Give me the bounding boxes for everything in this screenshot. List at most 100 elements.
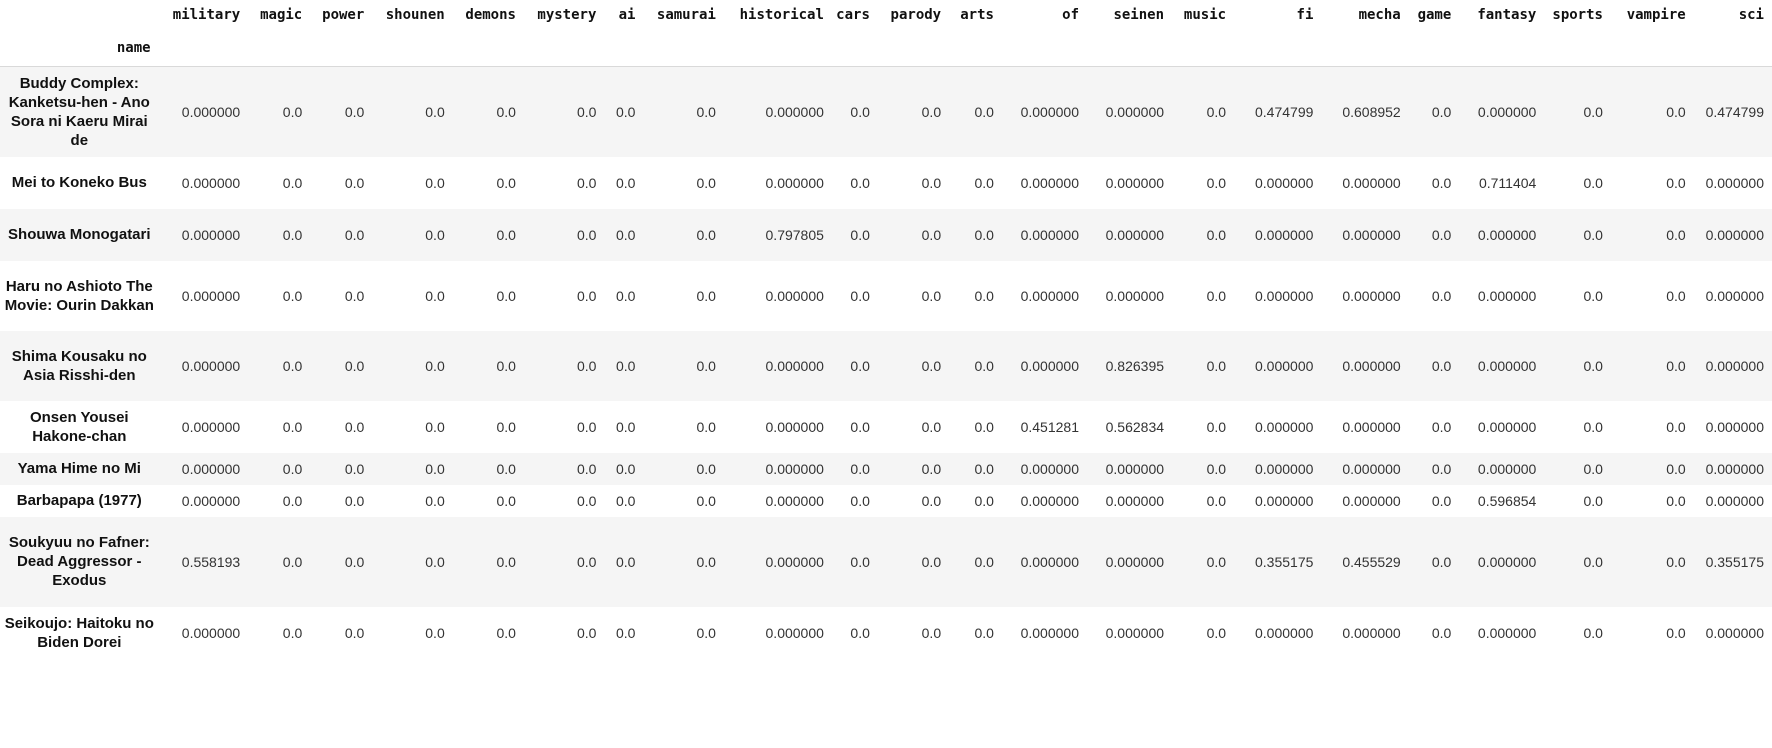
table-row: Mei to Koneko Bus 0.000000 0.0 0.0 0.0 0.0 0.0… (0, 156, 1772, 209)
row-index-name: Soukyuu no Fafner: Dead Aggressor - Exod… (8, 534, 150, 589)
cell-samurai: 0.0 (696, 418, 716, 435)
cell-music: 0.0 (1206, 103, 1227, 120)
header-corner (0, 0, 159, 30)
cell-fantasy: 0.000000 (1477, 418, 1537, 435)
table-row: Buddy Complex: Kanketsu-hen - Ano Sora n… (0, 66, 1772, 157)
index-row-empty-cell (1172, 30, 1235, 67)
cell-fantasy: 0.000000 (1477, 287, 1537, 304)
cell-sports: 0.0 (1583, 624, 1603, 641)
cell-ai: 0.0 (616, 418, 636, 435)
cell-fi: 0.000000 (1255, 624, 1314, 641)
cell-historical: 0.000000 (765, 553, 824, 570)
column-header-power: power (310, 0, 373, 30)
cell-parody: 0.0 (921, 418, 942, 435)
cell-music: 0.0 (1206, 357, 1227, 374)
cell-power: 0.0 (344, 624, 365, 641)
cell-samurai: 0.0 (696, 287, 716, 304)
cell-mystery: 0.0 (576, 287, 597, 304)
cell-of: 0.000000 (1020, 624, 1079, 641)
cell-mecha: 0.000000 (1342, 357, 1401, 374)
column-header-parody: parody (877, 0, 950, 30)
cell-mecha: 0.000000 (1342, 418, 1401, 435)
cell-mystery: 0.0 (576, 624, 597, 641)
cell-game: 0.0 (1431, 357, 1452, 374)
column-header-samurai: samurai (643, 0, 724, 30)
table-row: Barbapapa (1977) 0.000000 0.0 0.0 0.0 0.0 0.0 0… (0, 484, 1772, 517)
cell-demons: 0.0 (496, 174, 516, 191)
cell-seinen: 0.000000 (1105, 287, 1165, 304)
cell-shounen: 0.0 (425, 492, 445, 509)
index-row-empty-cell (643, 30, 724, 67)
cell-fi: 0.000000 (1255, 174, 1314, 191)
cell-of: 0.000000 (1020, 103, 1079, 120)
cell-arts: 0.0 (974, 553, 994, 570)
column-header-of: of (1001, 0, 1087, 30)
cell-cars: 0.0 (850, 174, 870, 191)
cell-game: 0.0 (1431, 174, 1452, 191)
row-index-name: Onsen Yousei Hakone-chan (29, 408, 129, 445)
cell-samurai: 0.0 (696, 103, 716, 120)
cell-demons: 0.0 (496, 357, 516, 374)
cell-of: 0.000000 (1020, 287, 1079, 304)
cell-magic: 0.0 (282, 418, 303, 435)
cell-vampire: 0.0 (1666, 460, 1686, 477)
column-header-vampire: vampire (1610, 0, 1694, 30)
cell-sports: 0.0 (1583, 553, 1603, 570)
cell-sci: 0.000000 (1705, 492, 1764, 509)
table-body: Buddy Complex: Kanketsu-hen - Ano Sora n… (0, 66, 1772, 659)
row-index-name: Haru no Ashioto The Movie: Ourin Dakkan (4, 277, 154, 314)
column-header-mecha: mecha (1321, 0, 1409, 30)
cell-vampire: 0.0 (1666, 624, 1686, 641)
cell-sports: 0.0 (1583, 174, 1603, 191)
cell-arts: 0.0 (974, 226, 994, 243)
cell-historical: 0.000000 (765, 103, 824, 120)
cell-historical: 0.000000 (765, 357, 824, 374)
cell-cars: 0.0 (850, 357, 870, 374)
cell-fi: 0.474799 (1255, 103, 1314, 120)
cell-sci: 0.000000 (1705, 174, 1764, 191)
cell-historical: 0.000000 (765, 492, 824, 509)
cell-sci: 0.000000 (1705, 287, 1764, 304)
cell-shounen: 0.0 (425, 174, 445, 191)
cell-military: 0.000000 (181, 226, 241, 243)
cell-of: 0.000000 (1020, 226, 1079, 243)
cell-cars: 0.0 (850, 287, 870, 304)
index-row-empty-cell (452, 30, 524, 67)
cell-sports: 0.0 (1583, 287, 1603, 304)
cell-mystery: 0.0 (576, 357, 597, 374)
cell-game: 0.0 (1431, 460, 1452, 477)
cell-sports: 0.0 (1583, 460, 1603, 477)
column-header-shounen: shounen (372, 0, 453, 30)
cell-mecha: 0.000000 (1342, 287, 1401, 304)
cell-of: 0.000000 (1020, 492, 1079, 509)
row-index-name: Yama Hime no Mi (17, 460, 141, 477)
cell-military: 0.000000 (181, 287, 241, 304)
cell-shounen: 0.0 (425, 226, 445, 243)
table-row: Soukyuu no Fafner: Dead Aggressor - Exod… (0, 516, 1772, 607)
cell-parody: 0.0 (921, 460, 942, 477)
cell-power: 0.0 (344, 174, 365, 191)
cell-samurai: 0.0 (696, 553, 716, 570)
cell-of: 0.000000 (1020, 553, 1079, 570)
cell-arts: 0.0 (974, 287, 994, 304)
cell-seinen: 0.000000 (1105, 624, 1165, 641)
cell-magic: 0.0 (282, 492, 303, 509)
cell-fi: 0.000000 (1255, 226, 1314, 243)
cell-cars: 0.0 (850, 492, 870, 509)
cell-shounen: 0.0 (425, 553, 445, 570)
index-row-empty-cell (1459, 30, 1545, 67)
cell-magic: 0.0 (282, 357, 303, 374)
cell-ai: 0.0 (616, 460, 636, 477)
row-index-name: Shouwa Monogatari (8, 226, 151, 243)
index-row-empty-cell (1610, 30, 1694, 67)
cell-shounen: 0.0 (425, 624, 445, 641)
column-header-demons: demons (452, 0, 524, 30)
cell-parody: 0.0 (921, 174, 942, 191)
cell-seinen: 0.000000 (1105, 460, 1165, 477)
cell-sports: 0.0 (1583, 492, 1603, 509)
cell-game: 0.0 (1431, 103, 1452, 120)
cell-mecha: 0.000000 (1342, 226, 1401, 243)
cell-of: 0.000000 (1020, 174, 1079, 191)
table-row: Yama Hime no Mi 0.000000 0.0 0.0 0.0 0.0 0.0 0.… (0, 452, 1772, 485)
index-row-empty-cell (1321, 30, 1409, 67)
